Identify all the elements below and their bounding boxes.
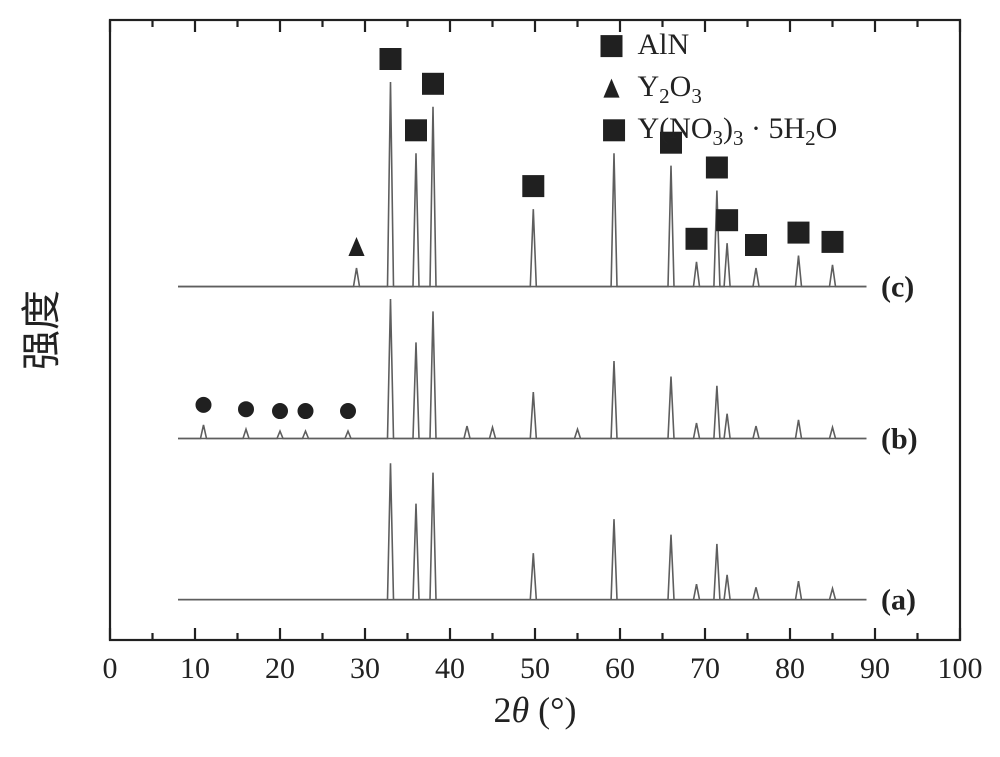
x-tick-label: 100 xyxy=(938,652,983,685)
marker-square xyxy=(380,48,402,70)
marker-square xyxy=(788,222,810,244)
legend-text: Y2O3 xyxy=(638,70,702,108)
x-tick-label: 10 xyxy=(180,652,210,685)
legend-text: AlN xyxy=(638,28,690,61)
chart-svg: 0 10 20 30 40 50 60 70 80 90 100 2θ (°) 强度 (a) (b) (c) A… xyxy=(0,0,1000,757)
legend-text: Y(NO3)3 · 5H2O xyxy=(638,112,838,150)
legend-triangle-icon xyxy=(603,79,619,98)
x-axis-label: 2θ (°) xyxy=(493,690,576,730)
legend-circle-icon xyxy=(604,122,620,138)
x-tick-label: 20 xyxy=(265,652,295,685)
marker-square xyxy=(822,231,844,253)
marker-circle xyxy=(298,403,314,419)
marker-circle xyxy=(272,403,288,419)
marker-square xyxy=(686,228,708,250)
marker-square xyxy=(522,175,544,197)
x-tick-label: 0 xyxy=(103,652,118,685)
x-tick-label: 80 xyxy=(775,652,805,685)
x-tick-label: 70 xyxy=(690,652,720,685)
trace-a xyxy=(178,463,867,599)
trace-c-label: (c) xyxy=(881,271,914,304)
x-tick-label: 40 xyxy=(435,652,465,685)
trace-b-label: (b) xyxy=(881,423,918,456)
marker-circle xyxy=(238,401,254,417)
x-tick-label: 50 xyxy=(520,652,550,685)
x-tick-label: 60 xyxy=(605,652,635,685)
marker-circle xyxy=(340,403,356,419)
marker-circle xyxy=(196,397,212,413)
marker-square xyxy=(405,119,427,141)
marker-square xyxy=(706,157,728,179)
marker-square xyxy=(422,73,444,95)
marker-triangle xyxy=(348,237,364,256)
x-tick-label: 90 xyxy=(860,652,890,685)
x-tick-label: 30 xyxy=(350,652,380,685)
trace-a-label: (a) xyxy=(881,584,916,617)
legend-square-icon xyxy=(601,35,623,57)
y-axis-label: 强度 xyxy=(19,290,64,370)
marker-square xyxy=(716,209,738,231)
xrd-chart: 0 10 20 30 40 50 60 70 80 90 100 2θ (°) 强度 (a) (b) (c) A… xyxy=(0,0,1000,757)
marker-square xyxy=(745,234,767,256)
